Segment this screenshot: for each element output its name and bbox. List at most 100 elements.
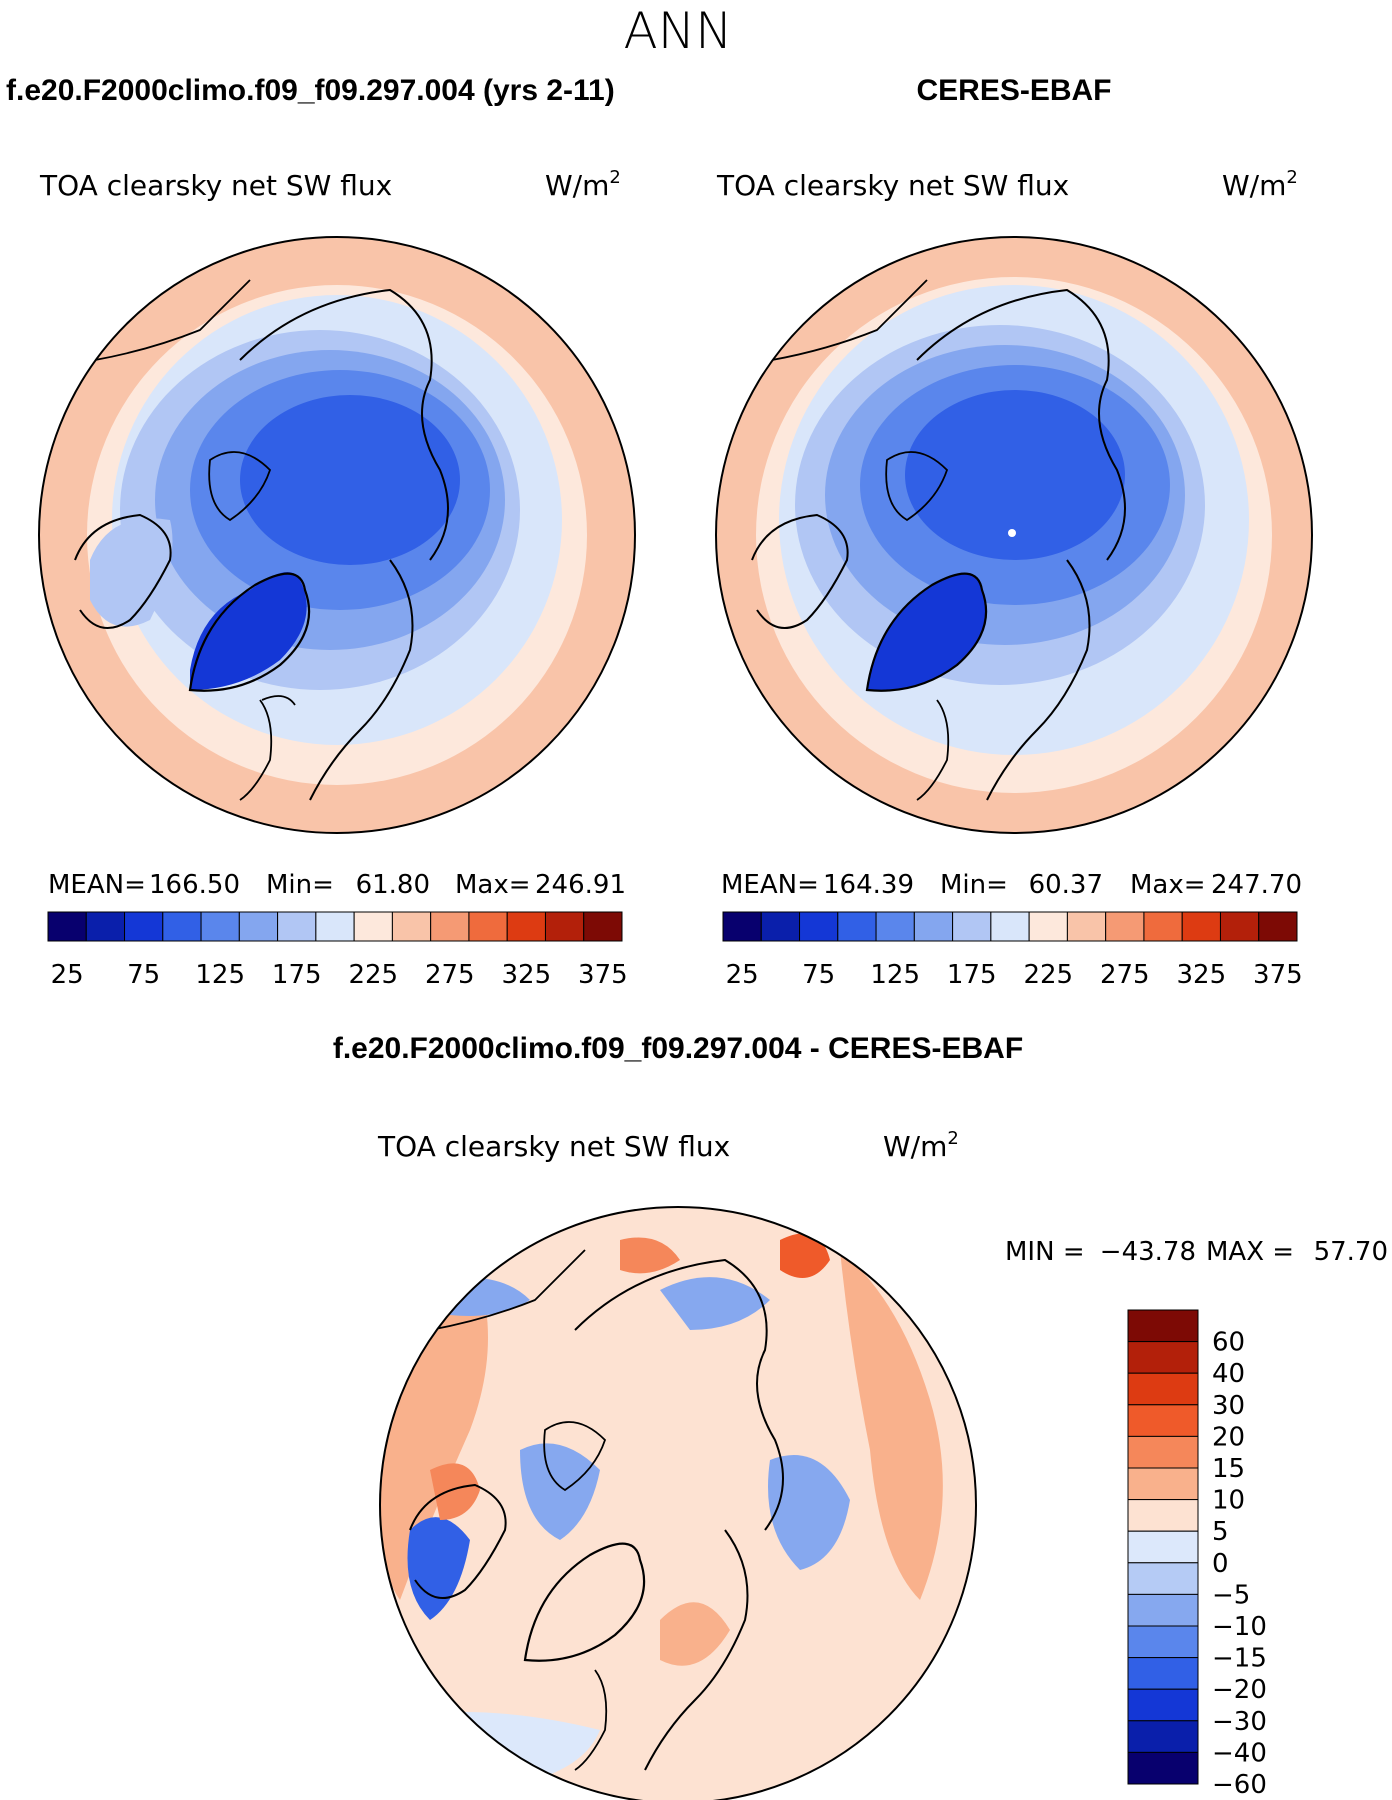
- panel-diff-case-label: f.e20.F2000climo.f09_f09.297.004 - CERES…: [333, 1032, 1023, 1065]
- colorbar-obs-swatch: [1066, 911, 1107, 942]
- colorbar-diff-swatch: [1127, 1404, 1199, 1437]
- colorbar-obs-swatch: [837, 911, 877, 942]
- colorbar-obs-swatch: [1105, 911, 1145, 942]
- colorbar-obs-tick-label: 75: [802, 960, 835, 990]
- colorbar-model-tick-label: 75: [127, 960, 160, 990]
- stats-obs-max: 247.70: [1211, 870, 1302, 900]
- stats-obs-min: 60.37: [1029, 870, 1103, 900]
- colorbar-model-tick-label: 275: [425, 960, 475, 990]
- colorbar-model: 25 75 125 175 225 275 325 375: [47, 911, 628, 990]
- panel-obs-units: W/m2: [1222, 167, 1298, 202]
- colorbar-diff-swatch: [1127, 1593, 1199, 1627]
- colorbar-obs-swatch: [1181, 911, 1221, 942]
- panel-obs-case-label: CERES-EBAF: [916, 74, 1111, 107]
- colorbar-model-tick-label: 375: [578, 960, 628, 990]
- colorbar-diff-swatch: [1127, 1625, 1199, 1659]
- colorbar-model-swatch: [277, 911, 317, 942]
- panel-diff-variable: TOA clearsky net SW flux: [377, 1130, 730, 1163]
- colorbar-diff-tick-label: −10: [1212, 1612, 1267, 1642]
- panel-model-units: W/m2: [545, 167, 621, 202]
- colorbar-obs-swatch: [1028, 911, 1068, 942]
- colorbar-model-swatch: [47, 911, 87, 942]
- stats-model-max-label: Max=: [455, 870, 531, 900]
- colorbar-diff-tick-label: −5: [1212, 1580, 1250, 1610]
- stats-obs-mean-label: MEAN=: [721, 870, 819, 900]
- colorbar-model-swatch: [162, 911, 202, 942]
- colorbar-diff-tick-label: −20: [1212, 1675, 1267, 1705]
- colorbar-obs-tick-label: 375: [1253, 960, 1303, 990]
- panel-diff: f.e20.F2000climo.f09_f09.297.004 - CERES…: [333, 1032, 1388, 1800]
- colorbar-obs-tick-label: 225: [1023, 960, 1073, 990]
- colorbar-obs-tick-label: 325: [1177, 960, 1227, 990]
- colorbar-diff-swatch: [1127, 1688, 1199, 1722]
- colorbar-obs-swatch: [799, 911, 839, 942]
- colorbar-diff-tick-label: 10: [1212, 1486, 1245, 1516]
- panel-diff-units: W/m2: [883, 1128, 959, 1163]
- colorbar-obs-tick-label: 175: [947, 960, 997, 990]
- colorbar-obs: 25 75 125 175 225 275 325 375: [722, 911, 1303, 990]
- colorbar-model-tick-label: 325: [502, 960, 552, 990]
- stats-diff-min: −43.78: [1100, 1237, 1196, 1267]
- colorbar-obs-tick-label: 25: [726, 960, 759, 990]
- colorbar-diff-swatch: [1127, 1657, 1199, 1690]
- colorbar-model-swatch: [315, 911, 355, 942]
- colorbar-diff-tick-label: −40: [1212, 1738, 1267, 1768]
- colorbar-obs-swatch: [1143, 911, 1183, 942]
- colorbar-obs-swatch: [990, 911, 1030, 942]
- colorbar-obs-tick-label: 275: [1100, 960, 1150, 990]
- colorbar-model-tick-label: 225: [348, 960, 398, 990]
- colorbar-diff-tick-label: 40: [1212, 1359, 1245, 1389]
- colorbar-model-swatch: [200, 911, 240, 942]
- colorbar-obs-swatch: [760, 911, 801, 942]
- colorbar-diff-tick-label: 60: [1212, 1328, 1245, 1358]
- colorbar-diff-tick-label: 20: [1212, 1422, 1245, 1452]
- stats-diff-max: 57.70: [1314, 1237, 1388, 1267]
- colorbar-model-tick-label: 125: [195, 960, 245, 990]
- colorbar-obs-swatch: [913, 911, 954, 942]
- colorbar-diff-tick-label: 0: [1212, 1549, 1229, 1579]
- colorbar-model-tick-label: 25: [51, 960, 84, 990]
- colorbar-diff-swatch: [1127, 1562, 1199, 1595]
- stats-diff-min-label: MIN =: [1005, 1237, 1085, 1267]
- colorbar-model-swatch: [468, 911, 508, 942]
- colorbar-model-tick-label: 175: [272, 960, 322, 990]
- map-diff: [380, 1207, 976, 1800]
- panel-obs: CERES-EBAF TOA clearsky net SW flux W/m2: [715, 74, 1313, 990]
- colorbar-obs-swatch: [1219, 911, 1260, 942]
- colorbar-model-swatch: [506, 911, 546, 942]
- stats-obs-mean: 164.39: [823, 870, 914, 900]
- colorbar-model-swatch: [391, 911, 432, 942]
- colorbar-model-swatch: [238, 911, 279, 942]
- map-model-border: [38, 236, 636, 834]
- colorbar-obs-swatch: [1258, 911, 1298, 942]
- stats-model-min-label: Min=: [266, 870, 334, 900]
- colorbar-diff-tick-label: −30: [1212, 1707, 1267, 1737]
- colorbar-diff-swatch: [1127, 1435, 1199, 1469]
- colorbar-diff-swatch: [1127, 1530, 1199, 1564]
- map-obs-border: [715, 236, 1313, 834]
- stats-model-min: 61.80: [356, 870, 430, 900]
- colorbar-obs-swatch: [722, 911, 762, 942]
- stats-model-mean-label: MEAN=: [48, 870, 146, 900]
- map-diff-border: [379, 1206, 977, 1800]
- colorbar-diff-swatch: [1127, 1467, 1199, 1501]
- map-obs: [716, 237, 1312, 833]
- stats-obs: MEAN= 164.39 Min= 60.37 Max= 247.70: [721, 870, 1302, 900]
- stats-obs-min-label: Min=: [940, 870, 1008, 900]
- panel-model-variable: TOA clearsky net SW flux: [39, 169, 392, 202]
- map-model: [39, 237, 635, 833]
- colorbar-model-swatch: [85, 911, 126, 942]
- colorbar-diff-swatch: [1127, 1372, 1199, 1406]
- colorbar-obs-swatch: [952, 911, 992, 942]
- panel-model: f.e20.F2000climo.f09_f09.297.004 (yrs 2-…: [6, 74, 636, 990]
- colorbar-model-swatch: [353, 911, 393, 942]
- colorbar-model-swatch: [124, 911, 164, 942]
- colorbar-obs-tick-label: 125: [870, 960, 920, 990]
- stats-model: MEAN= 166.50 Min= 61.80 Max= 246.91: [48, 870, 626, 900]
- colorbar-diff-swatch: [1127, 1751, 1199, 1785]
- colorbar-model-swatch: [544, 911, 585, 942]
- colorbar-diff-tick-label: −15: [1212, 1644, 1267, 1674]
- colorbar-diff-swatch: [1127, 1309, 1199, 1343]
- colorbar-diff-swatch: [1127, 1341, 1199, 1374]
